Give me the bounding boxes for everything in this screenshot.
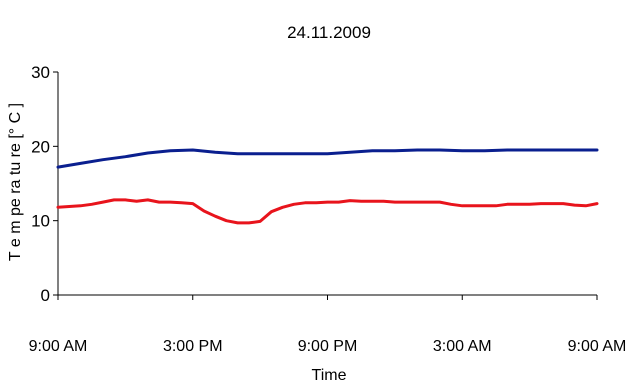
axes (53, 71, 598, 300)
x-axis-label: Time (312, 367, 347, 384)
series-line-1 (56, 148, 599, 169)
y-tick-label: 20 (31, 137, 50, 156)
y-tick-label: 30 (31, 63, 50, 82)
series-line-2 (56, 198, 599, 225)
x-tick-label: 3:00 PM (163, 338, 223, 355)
y-tick-label: 0 (41, 286, 50, 305)
chart-title: 24.11.2009 (287, 23, 371, 42)
series-layer (56, 148, 599, 225)
y-axis-label: T e m pe ra tu re [° C ] (7, 103, 24, 261)
x-tick-label: 9:00 AM (29, 338, 88, 355)
x-tick-label: 9:00 PM (298, 338, 358, 355)
x-tick-labels: 9:00 AM 3:00 PM 9:00 PM 3:00 AM 9:00 AM (29, 338, 627, 355)
x-tick-label: 9:00 AM (568, 338, 627, 355)
y-tick-label: 10 (31, 212, 50, 231)
x-tick-label: 3:00 AM (433, 338, 492, 355)
y-tick-labels: 0 10 20 30 (31, 63, 50, 305)
